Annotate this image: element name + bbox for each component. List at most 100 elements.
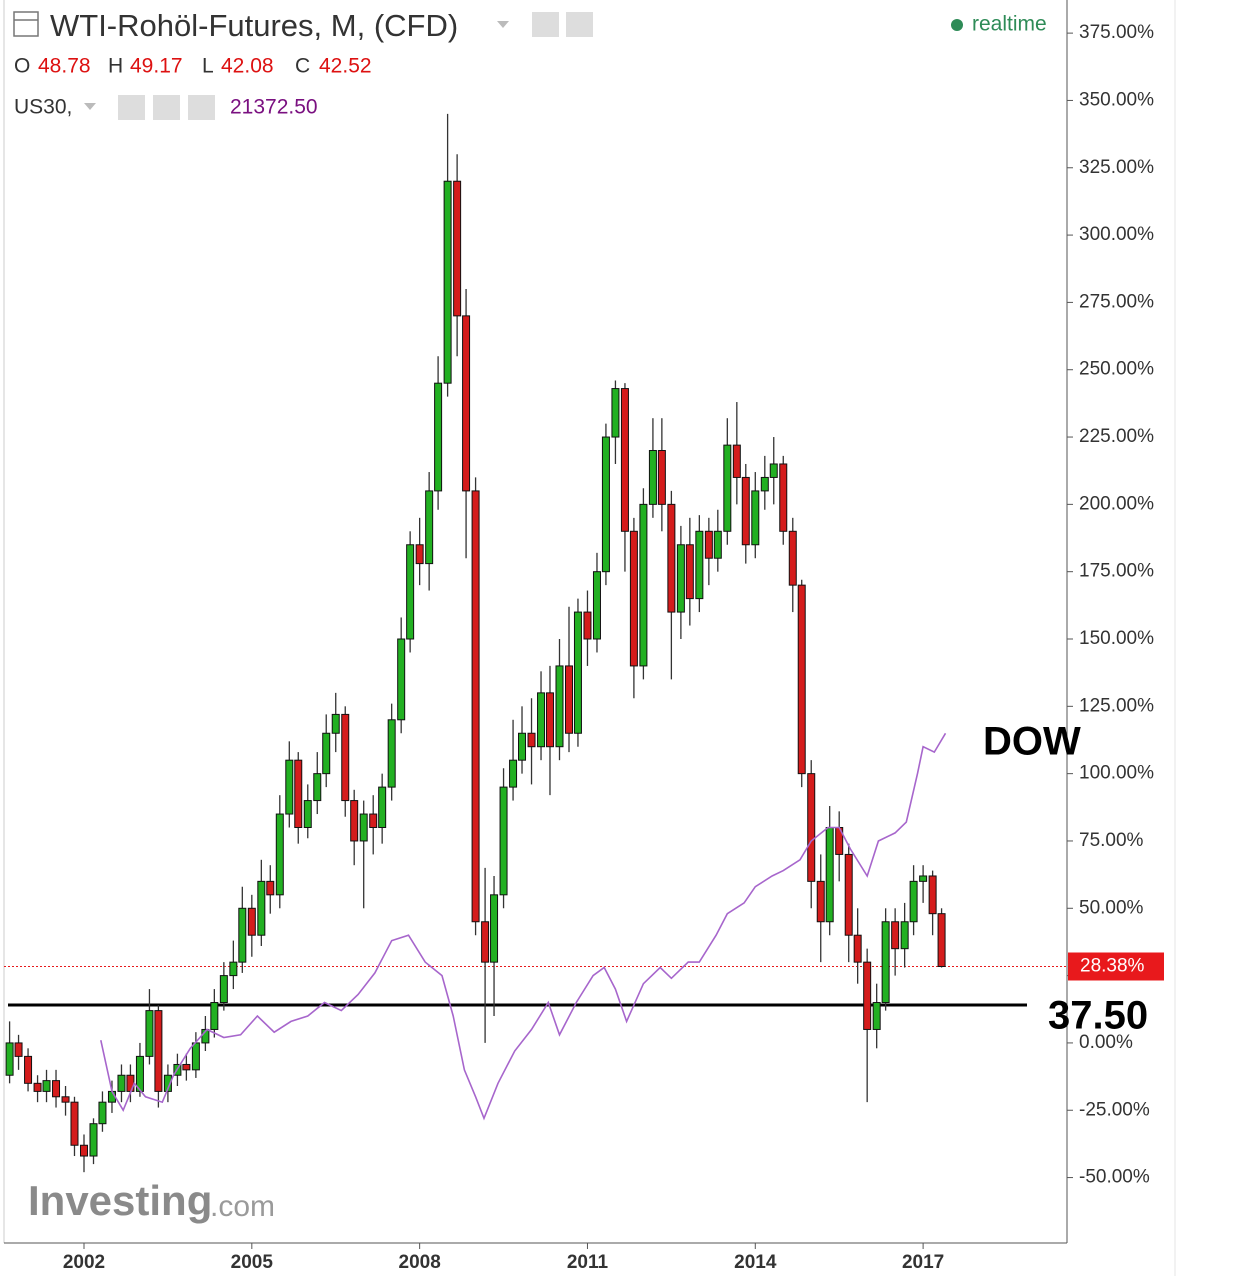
candle-body bbox=[163, 1074, 172, 1092]
candle-body bbox=[732, 444, 741, 478]
x-tick-label: 2014 bbox=[734, 1252, 777, 1273]
candle-body bbox=[462, 315, 471, 492]
y-tick-label: 75.00% bbox=[1079, 830, 1144, 851]
y-tick-label: -50.00% bbox=[1079, 1167, 1150, 1188]
candle-body bbox=[42, 1080, 51, 1092]
candle-body bbox=[565, 665, 574, 734]
quote-value: 42.52 bbox=[319, 55, 372, 78]
candle-body bbox=[816, 880, 825, 923]
candle-body bbox=[919, 875, 928, 882]
y-tick-label: 250.00% bbox=[1079, 359, 1154, 380]
candle-body bbox=[751, 490, 760, 546]
candle-body bbox=[844, 853, 853, 936]
candle-body bbox=[760, 476, 769, 492]
candle-body bbox=[481, 921, 490, 963]
candle-body bbox=[863, 961, 872, 1030]
candle-body bbox=[359, 813, 368, 842]
candle-body bbox=[313, 773, 322, 802]
eye-icon[interactable] bbox=[532, 12, 559, 37]
y-tick-label: 200.00% bbox=[1079, 493, 1154, 514]
plot-area bbox=[4, 113, 1067, 1173]
candle-body bbox=[592, 571, 601, 640]
x-tick-label: 2011 bbox=[567, 1252, 609, 1273]
y-tick-label: 150.00% bbox=[1079, 628, 1154, 649]
candle-body bbox=[70, 1101, 79, 1146]
candle-body bbox=[79, 1144, 88, 1157]
candle-body bbox=[294, 759, 303, 828]
y-tick-label: 125.00% bbox=[1079, 695, 1154, 716]
quote-key: C bbox=[295, 55, 310, 78]
compare-line bbox=[100, 732, 947, 1121]
candle-body bbox=[723, 444, 732, 532]
y-tick-label: 300.00% bbox=[1079, 224, 1154, 245]
candle-body bbox=[14, 1042, 23, 1057]
quote-value: 49.17 bbox=[130, 55, 183, 78]
candle-body bbox=[415, 544, 424, 565]
candle-body bbox=[685, 544, 694, 600]
settings-icon[interactable] bbox=[153, 95, 180, 120]
status-dot bbox=[951, 19, 963, 31]
candle-body bbox=[853, 934, 862, 963]
quote-key: H bbox=[108, 55, 123, 78]
candle-body bbox=[397, 638, 406, 721]
candle-body bbox=[229, 961, 238, 977]
candle-body bbox=[797, 584, 806, 775]
candle-body bbox=[266, 880, 275, 896]
candle-body bbox=[471, 490, 480, 923]
chart-title: WTI-Rohöl-Futures, M, (CFD) bbox=[50, 8, 458, 43]
candle-body bbox=[285, 759, 294, 815]
y-tick-label: 225.00% bbox=[1079, 426, 1154, 447]
candle-body bbox=[648, 450, 657, 505]
candle-body bbox=[928, 875, 937, 915]
candle-body bbox=[788, 530, 797, 586]
candle-body bbox=[741, 476, 750, 546]
dropdown-icon[interactable] bbox=[497, 21, 509, 28]
candle-body bbox=[135, 1055, 144, 1092]
watermark-brand: Investing bbox=[28, 1177, 212, 1224]
candle-body bbox=[117, 1074, 126, 1092]
candle-body bbox=[611, 388, 620, 438]
eye-icon[interactable] bbox=[118, 95, 145, 120]
candle-body bbox=[695, 530, 704, 600]
candle-body bbox=[937, 913, 946, 968]
candle-body bbox=[191, 1042, 200, 1071]
candle-body bbox=[341, 713, 350, 802]
compare-symbol: US30, bbox=[14, 96, 72, 119]
candle-body bbox=[499, 786, 508, 896]
candle-body bbox=[303, 800, 312, 828]
candle-body bbox=[545, 692, 554, 748]
settings-icon[interactable] bbox=[566, 12, 593, 37]
candle-body bbox=[639, 503, 648, 667]
remove-icon[interactable] bbox=[188, 95, 215, 120]
candle-body bbox=[33, 1082, 42, 1092]
candle-body bbox=[601, 436, 610, 573]
candle-body bbox=[453, 180, 462, 317]
candle-body bbox=[238, 907, 247, 963]
y-tick-label: 0.00% bbox=[1079, 1032, 1133, 1053]
dropdown-icon[interactable] bbox=[84, 103, 96, 110]
support-label: 37.50 bbox=[1048, 994, 1148, 1038]
candle-body bbox=[657, 450, 666, 505]
last-value-label: 28.38% bbox=[1080, 956, 1145, 977]
quote-key: L bbox=[202, 55, 214, 78]
candle-body bbox=[369, 813, 378, 828]
candle-body bbox=[518, 732, 527, 761]
collapse-icon[interactable] bbox=[13, 11, 39, 37]
candle-body bbox=[891, 921, 900, 950]
last-value-box bbox=[1068, 952, 1164, 981]
candle-body bbox=[555, 665, 564, 748]
y-tick-label: 375.00% bbox=[1079, 22, 1154, 43]
candle-body bbox=[825, 826, 834, 923]
watermark-suffix: .com bbox=[210, 1190, 275, 1223]
x-tick-label: 2017 bbox=[902, 1252, 944, 1273]
candle-body bbox=[24, 1055, 33, 1084]
y-tick-label: 350.00% bbox=[1079, 89, 1154, 110]
candle-body bbox=[527, 732, 536, 748]
compare-quote: 21372.50 bbox=[230, 96, 318, 119]
candle-body bbox=[509, 759, 518, 788]
candle-body bbox=[537, 692, 546, 748]
y-tick-label: -25.00% bbox=[1079, 1099, 1150, 1120]
candle-body bbox=[257, 880, 266, 936]
